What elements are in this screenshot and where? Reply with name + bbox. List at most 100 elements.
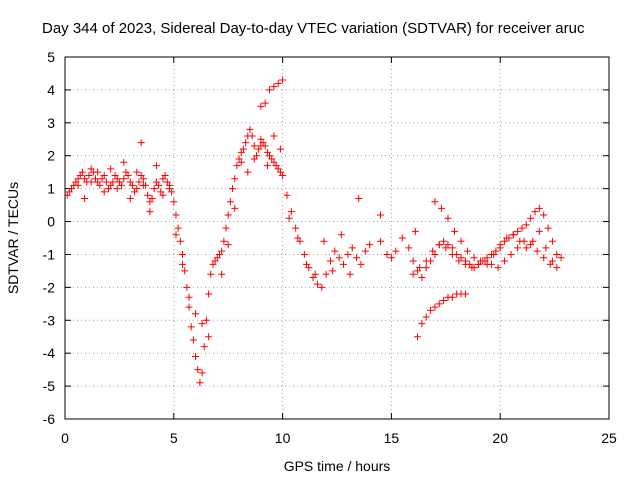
data-point (326, 257, 334, 265)
data-point (205, 333, 213, 341)
data-point (444, 214, 452, 222)
data-point (85, 171, 93, 179)
data-point (461, 260, 469, 268)
data-point (318, 283, 326, 291)
data-point (198, 369, 206, 377)
y-tick-label: -2 (43, 279, 56, 295)
data-point (303, 260, 311, 268)
data-point (322, 270, 330, 278)
data-point (231, 204, 239, 212)
data-point (185, 303, 193, 311)
y-tick-label: 3 (47, 115, 55, 131)
data-point (120, 175, 128, 183)
data-point (196, 379, 204, 387)
y-tick-label: 4 (47, 82, 55, 98)
data-point (553, 264, 561, 272)
data-point (279, 76, 287, 84)
data-point (440, 237, 448, 245)
data-point (144, 191, 152, 199)
data-point (135, 178, 143, 186)
data-point (170, 198, 178, 206)
data-point (311, 270, 319, 278)
data-point (257, 142, 265, 150)
data-point (503, 234, 511, 242)
data-point (320, 237, 328, 245)
y-tick-label: -6 (43, 411, 56, 427)
data-point (179, 250, 187, 258)
plot-frame (64, 56, 610, 420)
data-point (542, 244, 550, 252)
data-point (229, 185, 237, 193)
data-point (159, 191, 167, 199)
x-tick-label: 5 (170, 430, 178, 446)
data-point (429, 247, 437, 255)
x-tick-labels: 0 5 10 15 20 25 (61, 430, 617, 446)
data-point (437, 204, 445, 212)
data-point (133, 185, 141, 193)
data-point (137, 139, 145, 147)
x-tick-label: 25 (601, 430, 617, 446)
data-point (220, 237, 228, 245)
data-point (192, 352, 200, 360)
data-point (531, 208, 539, 216)
data-point (276, 145, 284, 153)
data-point (205, 290, 213, 298)
data-point (335, 254, 343, 262)
data-point (257, 102, 265, 110)
data-point (527, 214, 535, 222)
x-tick-label: 0 (61, 430, 69, 446)
data-point (283, 191, 291, 199)
data-point (266, 86, 274, 94)
data-point (155, 181, 163, 189)
y-tick-label: -4 (43, 345, 56, 361)
data-point (409, 270, 417, 278)
data-point (270, 83, 278, 91)
data-point (383, 250, 391, 258)
data-point (448, 293, 456, 301)
data-point (435, 300, 443, 308)
data-point (431, 303, 439, 311)
data-point (100, 188, 108, 196)
data-point (387, 254, 395, 262)
data-point (377, 211, 385, 219)
data-point (87, 178, 95, 186)
data-point (529, 237, 537, 245)
data-point (118, 181, 126, 189)
data-point (139, 181, 147, 189)
data-point (161, 171, 169, 179)
data-point (553, 250, 561, 258)
data-point (226, 198, 234, 206)
data-point (346, 270, 354, 278)
data-point (540, 211, 548, 219)
data-point (146, 208, 154, 216)
data-point (540, 254, 548, 262)
data-point (128, 181, 136, 189)
data-point (300, 250, 308, 258)
data-point (224, 241, 232, 249)
data-point (294, 234, 302, 242)
data-point (468, 264, 476, 272)
axis-ticks (64, 56, 610, 420)
data-point (248, 132, 256, 140)
data-point (94, 168, 102, 176)
data-point (331, 247, 339, 255)
data-point (194, 366, 202, 374)
data-point (535, 227, 543, 235)
data-point (544, 224, 552, 232)
data-point (490, 250, 498, 258)
data-point (501, 257, 509, 265)
data-point (422, 257, 430, 265)
data-point (250, 155, 258, 163)
y-tick-label: -1 (43, 246, 56, 262)
data-point (313, 280, 321, 288)
data-point (451, 227, 459, 235)
data-point (533, 247, 541, 255)
data-point (483, 260, 491, 268)
data-point (176, 237, 184, 245)
data-point (416, 264, 424, 272)
data-point (202, 316, 210, 324)
data-points (65, 76, 565, 387)
data-point (470, 254, 478, 262)
data-point (337, 231, 345, 239)
